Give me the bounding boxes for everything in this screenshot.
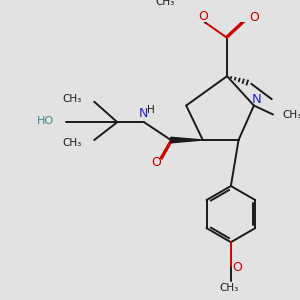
Polygon shape	[171, 137, 203, 143]
Text: H: H	[147, 105, 154, 115]
Text: CH₃: CH₃	[62, 138, 81, 148]
Text: CH₃: CH₃	[219, 283, 239, 293]
Text: O: O	[151, 156, 161, 169]
Text: N: N	[138, 107, 148, 120]
Text: N: N	[252, 93, 262, 106]
Text: O: O	[232, 261, 242, 274]
Text: CH₃: CH₃	[62, 94, 81, 104]
Text: CH₃: CH₃	[282, 110, 300, 120]
Text: O: O	[249, 11, 259, 24]
Text: O: O	[199, 10, 208, 22]
Text: HO: HO	[37, 116, 54, 126]
Text: CH₃: CH₃	[156, 0, 175, 7]
